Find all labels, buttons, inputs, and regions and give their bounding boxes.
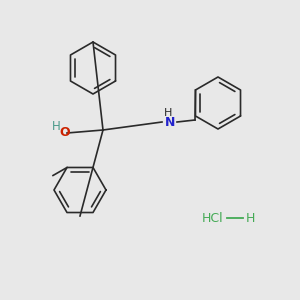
Text: O: O bbox=[60, 127, 70, 140]
Text: N: N bbox=[165, 116, 175, 128]
Text: H: H bbox=[245, 212, 255, 224]
Text: HCl: HCl bbox=[202, 212, 224, 224]
Text: H: H bbox=[164, 108, 172, 118]
Text: H: H bbox=[52, 121, 60, 134]
